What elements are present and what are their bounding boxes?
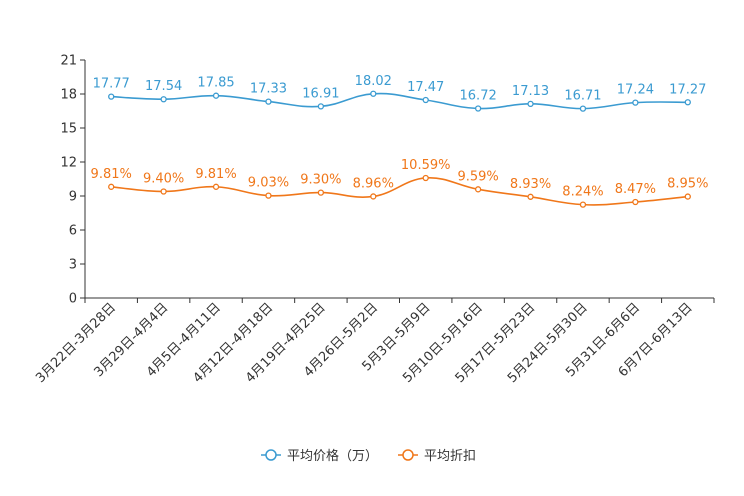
data-label: 9.40%	[143, 171, 184, 186]
data-point	[212, 92, 220, 99]
legend: 平均价格（万） 平均折扣	[261, 448, 476, 464]
series-line-1	[111, 177, 688, 206]
data-label: 9.81%	[91, 167, 132, 182]
data-label: 8.93%	[510, 177, 551, 192]
data-label: 17.54	[145, 79, 182, 94]
data-point	[370, 90, 377, 97]
data-label: 16.71	[564, 89, 601, 104]
data-point	[422, 174, 429, 182]
y-tick-label: 3	[69, 258, 77, 273]
data-label: 8.96%	[353, 176, 394, 191]
legend-item-price[interactable]: 平均价格（万）	[261, 448, 378, 464]
y-tick-label: 6	[69, 224, 77, 239]
data-point	[160, 96, 167, 103]
data-point	[684, 99, 691, 106]
data-point	[474, 105, 482, 112]
y-tick-label: 12	[60, 156, 77, 171]
y-tick-label: 9	[69, 190, 77, 205]
data-point	[579, 105, 587, 112]
data-point	[265, 192, 272, 199]
y-tick-label: 21	[60, 54, 77, 69]
data-point	[108, 183, 115, 190]
data-label: 9.81%	[195, 167, 236, 182]
data-point	[212, 183, 220, 190]
data-point	[317, 103, 325, 110]
series-layer: 17.77 17.54 17.85 17.33 16.91 18.02 17.47 16.72…	[91, 74, 708, 208]
data-point	[632, 99, 639, 106]
data-point	[317, 189, 325, 196]
data-point	[370, 193, 377, 200]
data-label: 9.30%	[300, 173, 341, 188]
data-label: 17.47	[407, 80, 444, 95]
data-point	[527, 100, 534, 108]
legend-marker-price	[265, 449, 277, 461]
data-point	[422, 96, 429, 104]
data-point	[160, 188, 167, 195]
data-label: 9.03%	[248, 176, 289, 191]
series-1: 9.81% 9.40% 9.81% 9.03% 9.30% 8.96% 10.59% 9.59…	[91, 158, 708, 208]
data-label: 17.77	[93, 77, 130, 92]
data-label: 17.24	[617, 83, 654, 98]
series-line-0	[111, 92, 688, 110]
y-tick-label: 0	[69, 292, 77, 307]
data-point	[474, 186, 482, 193]
y-tick-label: 18	[60, 88, 77, 103]
data-point	[579, 201, 587, 208]
data-label: 18.02	[355, 74, 392, 89]
y-axis: 0 3 6 9 12 15 18 21	[60, 54, 86, 307]
x-axis: 3月22日-3月28日3月29日-4月4日4月5日-4月11日4月12日-4月1…	[33, 297, 715, 386]
data-point	[265, 98, 272, 105]
legend-marker-discount	[402, 449, 414, 461]
legend-item-discount[interactable]: 平均折扣	[398, 449, 476, 464]
data-label: 17.13	[512, 84, 549, 99]
data-label: 17.85	[197, 76, 234, 91]
data-point	[108, 93, 115, 100]
data-label: 8.24%	[562, 185, 603, 200]
data-label: 8.47%	[615, 182, 656, 197]
legend-label-price: 平均价格（万）	[287, 448, 378, 464]
data-label: 9.59%	[457, 169, 498, 184]
data-label: 17.33	[250, 82, 287, 97]
data-label: 17.27	[669, 82, 706, 97]
series-0: 17.77 17.54 17.85 17.33 16.91 18.02 17.47 16.72…	[93, 74, 706, 112]
y-tick-label: 15	[60, 122, 77, 137]
legend-label-discount: 平均折扣	[424, 449, 476, 464]
data-point	[684, 193, 691, 200]
data-label: 8.95%	[667, 177, 708, 192]
data-label: 10.59%	[401, 158, 451, 173]
data-point	[632, 198, 639, 206]
data-point	[527, 193, 534, 200]
data-label: 16.72	[460, 89, 497, 104]
data-label: 16.91	[302, 86, 339, 101]
